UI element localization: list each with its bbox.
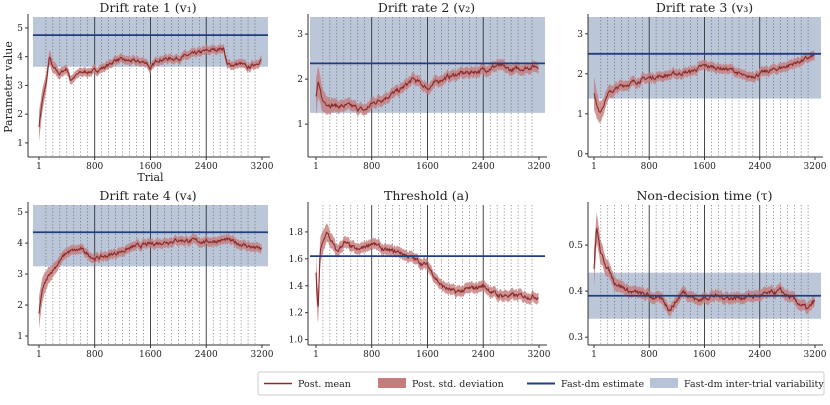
x-tick-label: 2400 (472, 162, 495, 172)
x-tick-label: 1 (36, 350, 42, 360)
y-tick-label: 0.3 (569, 333, 584, 343)
posterior-sd-band (39, 233, 262, 330)
panel-title: Threshold (a) (384, 188, 469, 203)
x-tick-label: 1 (36, 162, 42, 172)
y-tick-label: 1.4 (289, 282, 304, 292)
panel-title: Drift rate 4 (v₄) (99, 188, 196, 203)
panel-title: Drift rate 2 (v₂) (378, 0, 475, 15)
y-tick-label: 3 (17, 81, 23, 91)
panel-2: 1 2 3 1 800 1600 2400 3200 Drift rate 2 (v₂) (297, 0, 550, 172)
y-tick-label: 3 (297, 30, 303, 40)
x-tick-label: 2400 (472, 350, 495, 360)
x-tick-label: 2400 (748, 162, 771, 172)
y-tick-label: 1 (577, 110, 583, 120)
y-tick-label: 1 (297, 120, 303, 130)
y-tick-label: 0.4 (569, 287, 584, 297)
x-tick-label: 1 (591, 350, 597, 360)
x-tick-label: 1600 (139, 350, 162, 360)
x-tick-label: 800 (86, 162, 103, 172)
y-tick-label: 2 (297, 75, 303, 85)
posterior-mean-line (593, 53, 815, 114)
legend-variability-swatch (650, 378, 678, 388)
y-tick-label: 1 (17, 139, 23, 149)
posterior-mean-line (315, 62, 539, 113)
x-tick-label: 1 (313, 350, 319, 360)
x-tick-label: 1600 (693, 162, 716, 172)
x-tick-label: 1600 (139, 162, 162, 172)
y-tick-label: 2 (17, 301, 23, 311)
legend-sd-swatch (378, 378, 406, 388)
x-tick-label: 3200 (528, 350, 551, 360)
legend-estimate-label: Fast-dm estimate (561, 379, 644, 390)
legend: Post. mean Post. std. deviation Fast-dm … (257, 371, 825, 396)
y-tick-label: 5 (17, 208, 23, 218)
y-tick-label: 4 (17, 239, 23, 249)
y-tick-label: 0.5 (569, 241, 584, 251)
x-tick-label: 3200 (251, 350, 274, 360)
x-tick-label: 800 (641, 162, 658, 172)
x-tick-label: 3200 (804, 350, 827, 360)
x-tick-label: 800 (86, 350, 103, 360)
y-tick-label: 1 (17, 332, 23, 342)
x-tick-label: 1 (591, 162, 597, 172)
panel-title: Drift rate 1 (v₁) (99, 0, 196, 15)
panel-4: 1 2 3 4 5 1 800 1600 2400 3200 Drift rate 4 (v₄) (17, 188, 273, 360)
x-tick-label: 800 (641, 350, 658, 360)
posterior-sd-band (316, 58, 539, 117)
legend-mean-label: Post. mean (298, 379, 351, 390)
x-tick-label: 1600 (416, 162, 439, 172)
x-tick-label: 1600 (693, 350, 716, 360)
x-tick-label: 2400 (195, 162, 218, 172)
panel-title: Non-decision time (τ) (636, 188, 772, 203)
y-tick-label: 0 (577, 150, 583, 160)
x-tick-label: 3200 (251, 162, 274, 172)
legend-variability-label: Fast-dm inter-trial variability (684, 379, 824, 390)
y-tick-label: 1.6 (289, 255, 304, 265)
x-tick-label: 1600 (416, 350, 439, 360)
y-axis-label: Parameter value (2, 41, 15, 133)
x-tick-label: 2400 (195, 350, 218, 360)
panel-title: Drift rate 3 (v₃) (656, 0, 753, 15)
posterior-mean-line (593, 227, 816, 312)
x-tick-label: 3200 (528, 162, 551, 172)
x-tick-label: 800 (363, 162, 380, 172)
y-tick-label: 5 (17, 24, 23, 34)
posterior-mean-line (38, 236, 263, 314)
x-tick-label: 800 (363, 350, 380, 360)
posterior-mean-line (38, 47, 262, 128)
panel-5: 1.0 1.2 1.4 1.6 1.8 1 800 1600 2400 3200 Threshold… (289, 188, 551, 360)
y-tick-label: 3 (577, 30, 583, 40)
x-tick-label: 2400 (748, 350, 771, 360)
x-tick-label: 3200 (804, 162, 827, 172)
y-tick-label: 4 (17, 53, 23, 63)
y-tick-label: 2 (577, 70, 583, 80)
posterior-sd-band (316, 223, 539, 323)
y-tick-label: 1.0 (289, 336, 304, 346)
y-tick-label: 1.8 (289, 228, 304, 238)
y-tick-label: 2 (17, 110, 23, 120)
y-tick-label: 1.2 (289, 309, 303, 319)
x-tick-label: 1 (313, 162, 319, 172)
y-tick-label: 3 (17, 270, 23, 280)
panel-1: 1 2 3 4 5 1 800 1600 2400 3200 Drift rate 1 (v₁) Tr… (2, 0, 274, 184)
panel-6: 0.3 0.4 0.5 1 800 1600 2400 3200 Non-decision ti… (569, 188, 827, 360)
legend-sd-label: Post. std. deviation (412, 379, 504, 390)
posterior-mean-line (315, 231, 539, 307)
x-axis-label: Trial (137, 171, 164, 184)
